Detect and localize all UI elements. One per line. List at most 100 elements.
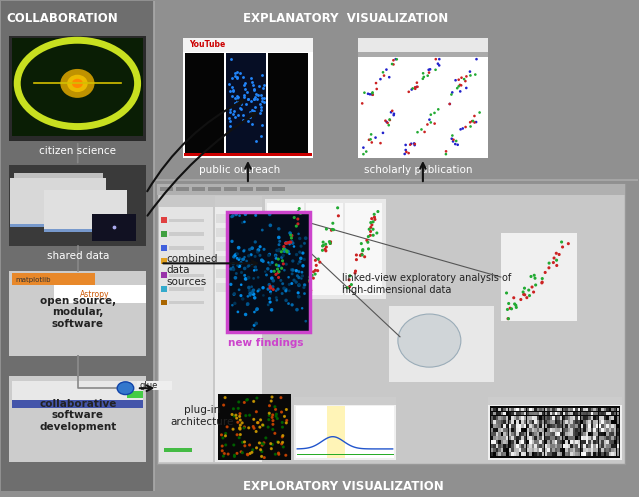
Bar bbox=[550, 444, 552, 448]
Point bbox=[240, 253, 250, 261]
Bar bbox=[581, 412, 583, 415]
Text: matplotlib: matplotlib bbox=[15, 276, 51, 282]
Bar bbox=[552, 420, 555, 423]
Point bbox=[272, 296, 282, 304]
Bar bbox=[599, 408, 601, 412]
Point bbox=[249, 274, 259, 282]
Point bbox=[324, 238, 334, 246]
Point bbox=[273, 234, 284, 242]
Bar bbox=[571, 408, 573, 412]
Point bbox=[285, 230, 295, 238]
Bar bbox=[514, 415, 516, 419]
Bar bbox=[529, 412, 532, 415]
Point bbox=[227, 301, 238, 309]
Bar bbox=[617, 420, 619, 423]
Bar bbox=[586, 412, 588, 415]
Bar bbox=[609, 452, 612, 456]
Point bbox=[251, 266, 261, 274]
Bar bbox=[576, 452, 578, 456]
Point bbox=[350, 269, 360, 277]
Point bbox=[384, 73, 394, 81]
Bar bbox=[614, 415, 617, 419]
Bar bbox=[568, 440, 570, 444]
Point bbox=[271, 270, 281, 278]
Point bbox=[273, 449, 284, 457]
Point bbox=[431, 55, 441, 63]
Point bbox=[270, 251, 281, 259]
Bar bbox=[509, 424, 511, 428]
Bar bbox=[614, 408, 617, 412]
Bar bbox=[521, 408, 524, 412]
Point bbox=[228, 405, 238, 413]
Bar bbox=[560, 432, 562, 436]
Bar bbox=[601, 428, 604, 432]
Point bbox=[357, 250, 367, 258]
Point bbox=[256, 452, 266, 460]
Point bbox=[283, 248, 293, 255]
Point bbox=[261, 434, 271, 442]
Point bbox=[299, 290, 309, 298]
Bar bbox=[358, 38, 488, 52]
Bar bbox=[509, 436, 511, 440]
Bar bbox=[490, 407, 620, 458]
Bar bbox=[568, 452, 570, 456]
Point bbox=[249, 86, 259, 94]
Point bbox=[410, 140, 420, 148]
Point bbox=[424, 66, 434, 74]
Point bbox=[282, 248, 292, 256]
Point bbox=[281, 406, 291, 414]
Point bbox=[298, 262, 308, 270]
Point bbox=[454, 76, 464, 83]
Point bbox=[233, 405, 243, 413]
Text: scholarly publication: scholarly publication bbox=[364, 166, 472, 175]
Bar bbox=[560, 444, 562, 448]
Text: EXPLORATORY VISUALIZATION: EXPLORATORY VISUALIZATION bbox=[243, 480, 444, 493]
Point bbox=[277, 440, 287, 448]
Bar bbox=[617, 415, 619, 419]
Bar bbox=[496, 444, 498, 448]
Point bbox=[278, 443, 288, 451]
Point bbox=[268, 286, 279, 294]
Bar bbox=[542, 415, 544, 419]
Point bbox=[220, 441, 231, 449]
Bar bbox=[591, 415, 593, 419]
Bar bbox=[606, 420, 609, 423]
Point bbox=[222, 423, 232, 431]
Point bbox=[237, 449, 247, 457]
Bar bbox=[557, 424, 560, 428]
Point bbox=[297, 272, 307, 280]
Bar bbox=[12, 273, 95, 285]
Point bbox=[309, 268, 319, 276]
Bar bbox=[266, 203, 304, 295]
Bar bbox=[491, 415, 493, 419]
Bar bbox=[614, 428, 617, 432]
Point bbox=[294, 280, 304, 288]
Point bbox=[321, 225, 332, 233]
Point bbox=[249, 308, 259, 316]
Bar bbox=[550, 448, 552, 452]
Point bbox=[366, 224, 376, 232]
Point bbox=[530, 274, 540, 282]
Bar bbox=[562, 420, 565, 423]
Bar bbox=[609, 432, 612, 436]
Bar bbox=[542, 448, 544, 452]
Bar bbox=[591, 436, 593, 440]
Bar bbox=[511, 415, 514, 419]
Point bbox=[266, 290, 276, 298]
Bar bbox=[599, 412, 601, 415]
Point bbox=[245, 290, 255, 298]
Point bbox=[247, 289, 258, 297]
Bar bbox=[612, 440, 614, 444]
Point bbox=[287, 237, 297, 245]
Bar bbox=[544, 448, 547, 452]
Bar bbox=[586, 415, 588, 419]
Point bbox=[235, 430, 245, 438]
Bar bbox=[617, 444, 619, 448]
Point bbox=[250, 294, 260, 302]
Point bbox=[334, 212, 344, 220]
Bar bbox=[501, 440, 504, 444]
Bar bbox=[496, 448, 498, 452]
Point bbox=[219, 452, 229, 460]
Point bbox=[277, 423, 288, 431]
Bar bbox=[539, 415, 542, 419]
